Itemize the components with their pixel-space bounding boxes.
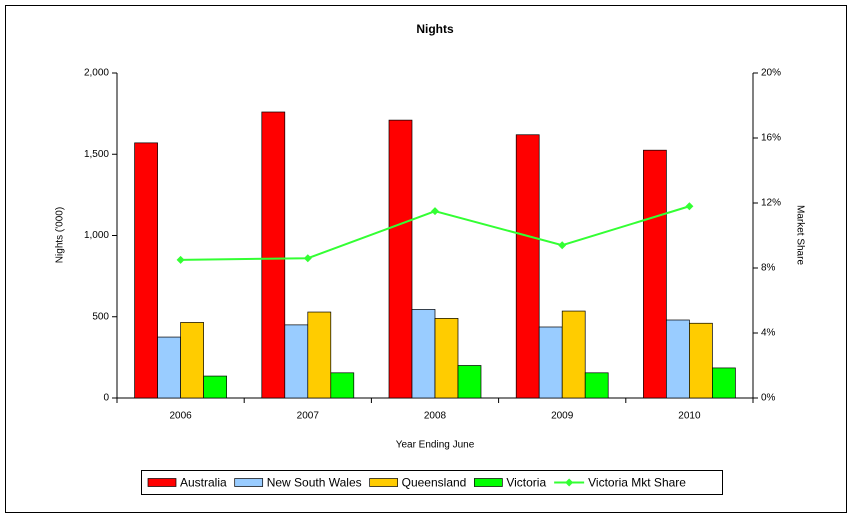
bar <box>515 134 540 399</box>
legend-label: Australia <box>180 476 227 490</box>
y-tick-label: 1,500 <box>84 149 109 160</box>
y-axis-label: Nights ('000) <box>55 207 66 263</box>
bar <box>584 372 609 399</box>
bar <box>180 322 204 399</box>
chart-title: Nights <box>416 22 454 36</box>
bar <box>434 318 459 399</box>
legend-swatch <box>369 478 398 487</box>
y-tick-label: 0 <box>103 393 109 404</box>
bar <box>157 336 181 399</box>
y2-axis-label: Market Share <box>794 205 805 265</box>
y-tick-label: 1,000 <box>84 230 109 241</box>
x-axis-label: Year Ending June <box>396 440 475 451</box>
line-marker <box>431 207 439 216</box>
legend-swatch <box>473 478 503 487</box>
legend-label: Victoria <box>506 476 546 490</box>
y2-tick-label: 0% <box>761 393 776 404</box>
y2-tick-label: 4% <box>761 328 776 339</box>
y2-tick-label: 8% <box>761 263 776 274</box>
bar <box>643 149 667 399</box>
x-tick-label: 2010 <box>678 411 701 422</box>
bar <box>712 367 736 399</box>
bar <box>284 324 309 399</box>
legend-label: New South Wales <box>267 476 362 490</box>
bar <box>457 365 482 399</box>
bar <box>330 372 355 399</box>
bar <box>666 319 690 399</box>
x-tick-label: 2006 <box>169 411 192 422</box>
bar <box>689 322 713 399</box>
legend-swatch <box>565 478 574 487</box>
y2-tick-label: 12% <box>761 198 781 209</box>
x-tick-label: 2008 <box>424 411 447 422</box>
bar <box>538 326 563 399</box>
y-tick-label: 500 <box>92 311 109 322</box>
chart-border <box>5 5 847 513</box>
legend-swatch <box>147 478 177 487</box>
legend-label: Queensland <box>402 476 467 490</box>
x-tick-label: 2009 <box>551 411 574 422</box>
line-marker <box>685 202 694 211</box>
y-tick-label: 2,000 <box>84 68 109 79</box>
bar <box>388 119 413 399</box>
bar <box>261 111 286 399</box>
bar <box>307 311 332 399</box>
line-marker <box>558 241 567 250</box>
y2-tick-label: 16% <box>761 133 781 144</box>
legend-swatch <box>234 478 264 487</box>
legend-label: Victoria Mkt Share <box>588 476 686 490</box>
bar <box>411 309 436 399</box>
bar <box>134 142 158 399</box>
y2-tick-label: 20% <box>761 68 781 79</box>
x-tick-label: 2007 <box>297 411 320 422</box>
bar <box>203 375 227 399</box>
bar <box>561 310 586 399</box>
line-marker <box>303 254 312 263</box>
line-marker <box>176 255 185 264</box>
